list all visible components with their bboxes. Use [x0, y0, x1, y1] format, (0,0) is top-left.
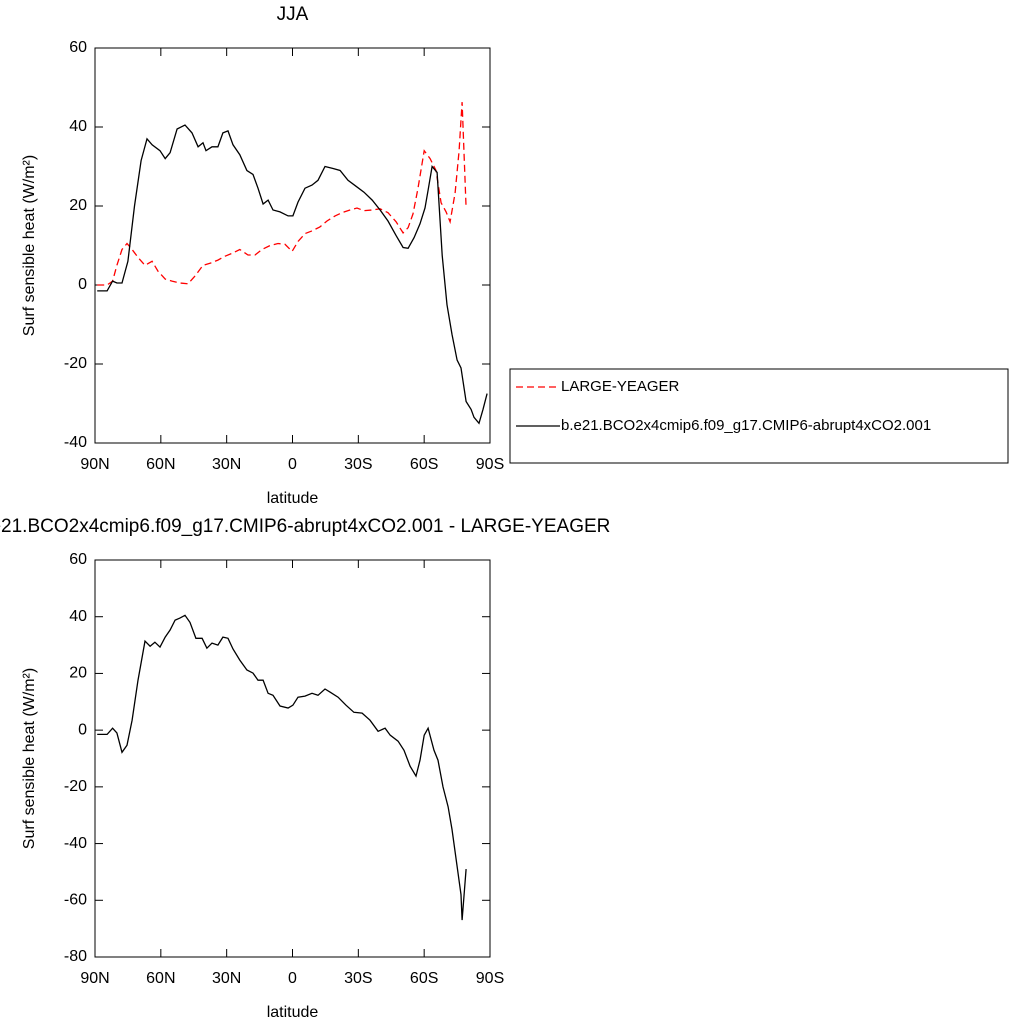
- y-axis-label: Surf sensible heat (W/m²): [21, 668, 38, 849]
- plot-frame: [94, 559, 491, 958]
- data-line: [97, 102, 467, 286]
- x-tick-label: 60N: [146, 456, 175, 473]
- plot: JJA latitude Surf sensible heat (W/m²) -40 -…: [21, 4, 1009, 507]
- legend: LARGE-YEAGER b.e21.BCO2x4cmip6.f09_g17.CM…: [509, 368, 1009, 464]
- y-tick-label: -60: [64, 892, 87, 909]
- x-axis-label: latitude: [267, 490, 319, 507]
- y-tick-label: -80: [64, 948, 87, 965]
- y-tick-label: 60: [69, 551, 87, 568]
- y-tick-label: 60: [69, 39, 87, 56]
- x-tick-label: 30N: [212, 456, 241, 473]
- x-tick-label: 60N: [146, 970, 175, 987]
- x-tick-label: 90S: [476, 970, 504, 987]
- x-tick-label: 0: [288, 970, 297, 987]
- y-tick-label: -40: [64, 835, 87, 852]
- y-tick-label: 20: [69, 197, 87, 214]
- data-line: [97, 124, 488, 425]
- y-tick-label: 40: [69, 608, 87, 625]
- x-tick-label: 30S: [344, 970, 372, 987]
- x-tick-label: 30N: [212, 970, 241, 987]
- plot: b.e21.BCO2x4cmip6.f09_g17.CMIP6-abrupt4x…: [0, 516, 610, 1021]
- y-axis-label: Surf sensible heat (W/m²): [21, 155, 38, 336]
- data-line: [97, 614, 467, 921]
- y-tick-label: -20: [64, 778, 87, 795]
- x-tick-label: 90S: [476, 456, 504, 473]
- x-tick-label: 60S: [410, 456, 438, 473]
- plot-frame: [94, 47, 491, 444]
- x-tick-label: 60S: [410, 970, 438, 987]
- y-tick-label: -40: [64, 434, 87, 451]
- x-tick-label: 30S: [344, 456, 372, 473]
- x-tick-label: 90N: [80, 456, 109, 473]
- y-tick-label: -20: [64, 355, 87, 372]
- y-tick-label: 0: [78, 276, 87, 293]
- chart-title: b.e21.BCO2x4cmip6.f09_g17.CMIP6-abrupt4x…: [0, 516, 610, 537]
- legend-frame: [509, 368, 1009, 464]
- legend-label: b.e21.BCO2x4cmip6.f09_g17.CMIP6-abrupt4x…: [561, 417, 931, 434]
- legend-label: LARGE-YEAGER: [561, 378, 680, 395]
- x-tick-label: 0: [288, 456, 297, 473]
- y-tick-label: 0: [78, 721, 87, 738]
- y-tick-label: 20: [69, 665, 87, 682]
- x-axis-label: latitude: [267, 1004, 319, 1021]
- x-tick-label: 90N: [80, 970, 109, 987]
- chart-title: JJA: [277, 4, 309, 25]
- y-tick-label: 40: [69, 118, 87, 135]
